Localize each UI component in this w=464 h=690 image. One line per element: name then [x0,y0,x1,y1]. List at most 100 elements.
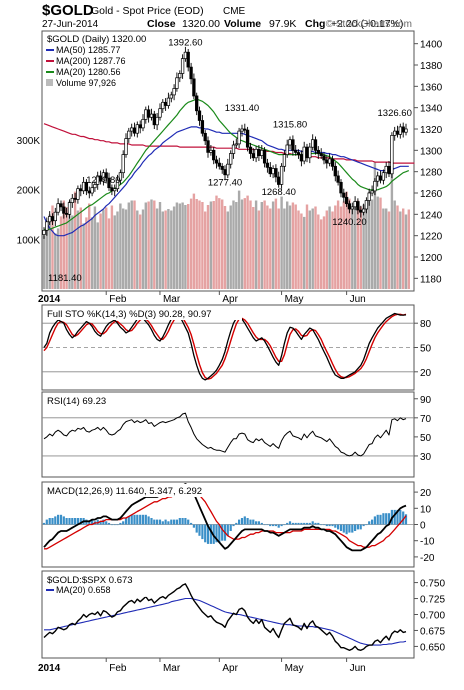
axis-label: 70 [420,414,432,425]
candle-body [291,139,295,151]
volume-bar [283,208,286,289]
volume-bar [54,233,57,289]
volume-bar [229,205,232,289]
ratio-x-label: May [285,663,304,674]
volume-bar [99,213,102,289]
macd-histogram-bar [201,524,204,540]
macd-histogram-bar [379,514,382,525]
candle-body [243,128,247,131]
macd-histogram-bar [277,524,280,528]
candle-body [59,203,63,208]
macd-histogram-bar [192,524,195,528]
candle-body [350,206,354,210]
macd-histogram-bar [252,519,255,525]
candle-body [124,138,128,155]
volume-bar [107,218,111,289]
volume-bar [139,214,142,289]
candle-body [186,51,190,68]
candle-body [245,129,250,148]
macd-histogram-bar [206,524,210,544]
volume-bar [370,199,374,289]
macd-histogram-bar [54,516,57,525]
rsi-panel: 30 50 70 90 RSI(14) 69.23 [42,394,432,463]
macd-histogram-bar [246,518,249,525]
candle-body [279,165,284,185]
candle-body [398,126,402,135]
price-axis-label: 1400 [420,40,443,51]
legend-volume: Volume 97,926 [56,78,116,88]
volume-bar [334,205,337,289]
candle-body [121,154,125,174]
macd-histogram-bar [238,519,241,525]
macd-histogram-bar [365,524,368,526]
macd-histogram-bar [266,524,269,526]
candle-body [285,144,289,155]
price-annotation: 1279.80 [86,175,120,186]
volume-bar [161,211,164,289]
price-panel: 1180 1200 1220 1240 1260 1280 1300 1320 1340 1360… [17,33,443,305]
candle-body [395,130,400,135]
ma20-line [44,98,410,230]
macd-histogram-bar [74,518,77,525]
macd-histogram-bar [51,518,54,525]
candle-body [265,162,270,168]
volume-bar [368,191,371,289]
macd-histogram-bar [314,522,317,525]
candle-body [296,152,301,155]
ratio-panel: 0.650 0.675 0.700 0.725 0.750 $GOLD:$SPX 0.67… [38,573,445,674]
volume-bar [192,193,196,289]
candle-body [110,187,114,192]
volume-bar [254,200,258,289]
candle-body [166,97,171,106]
volume-bar [320,219,323,289]
volume-axis-label: 100K [17,235,41,246]
volume-bar [167,209,170,289]
macd-histogram-bar [147,516,150,525]
volume-bar [73,191,77,289]
axis-label: 10 [420,504,432,515]
candle-body [197,110,202,121]
volume-bar [232,200,235,289]
volume-bar [218,198,221,289]
candle-body [288,139,292,146]
volume-bar [305,204,309,289]
volume-bar [407,209,410,289]
volume-bar [342,201,345,289]
macd-histogram-bar [303,522,306,525]
macd-histogram-bar [167,521,170,525]
volume-bar [170,210,173,289]
candle-body [169,94,173,99]
candle-body [70,197,74,203]
macd-histogram-bar [113,524,116,526]
rsi-line [43,412,407,457]
volume-bar [393,200,396,289]
candle-body [220,165,224,170]
candle-body [316,149,320,154]
candle-body [251,153,255,159]
volume-bar [294,204,297,289]
candle-body [144,109,148,120]
macd-histogram-bar [127,516,130,525]
price-axis-label: 1240 [420,210,443,221]
price-axis-label: 1300 [420,146,443,157]
candle-body [384,165,388,174]
volume-bar [133,200,136,289]
volume-axis-label: 200K [17,186,41,197]
macd-histogram-bar [124,518,128,525]
volume-bar [345,191,348,289]
macd-histogram-bar [133,514,136,525]
sto-k-line [43,312,407,381]
volume-bar [178,203,181,289]
macd-histogram-bar [243,516,246,525]
volume-bar [376,196,379,289]
candle-body [339,181,343,194]
volume-bar [110,205,114,289]
volume-bar [201,202,204,289]
volume-bar [215,195,218,289]
macd-histogram-bar [345,524,348,535]
candle-body [50,216,55,222]
macd-histogram-bar [65,518,68,525]
macd-histogram-bar [269,524,272,527]
candle-body [192,78,196,97]
volume-bar [48,214,51,289]
